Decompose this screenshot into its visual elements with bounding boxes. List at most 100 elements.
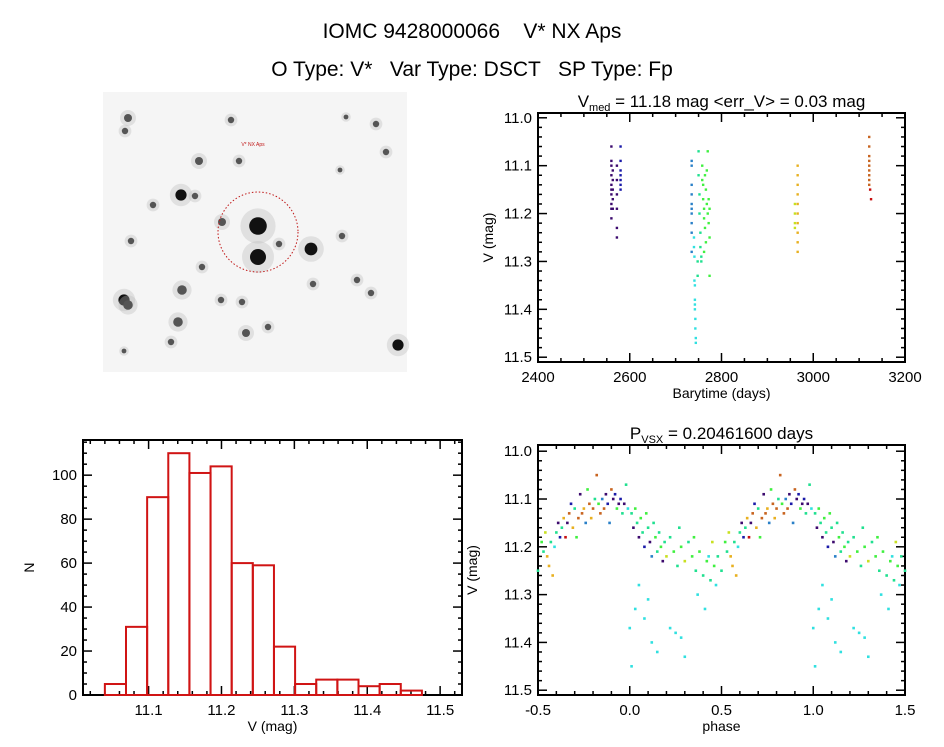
x-tick-label: 2600 (613, 369, 646, 386)
data-point (855, 550, 859, 553)
data-point (868, 169, 871, 172)
data-point (822, 516, 826, 520)
data-point (749, 521, 753, 525)
data-point (868, 135, 871, 139)
data-point (693, 255, 696, 258)
data-point (650, 555, 654, 558)
data-point (611, 169, 614, 172)
data-point (833, 555, 837, 558)
data-point (725, 550, 729, 553)
data-point (700, 260, 703, 263)
data-point (655, 550, 659, 553)
data-point (536, 569, 540, 573)
data-point (701, 574, 705, 577)
data-point (621, 512, 624, 515)
star (191, 192, 199, 200)
star (124, 114, 132, 122)
data-point (693, 284, 697, 287)
data-point (643, 617, 646, 620)
data-point (796, 241, 799, 244)
histogram-bar (294, 683, 318, 696)
data-point (694, 341, 698, 345)
target-label: V* NX Aps (241, 142, 265, 148)
data-point (615, 193, 619, 196)
star (250, 249, 266, 265)
data-point (704, 241, 708, 244)
data-point (852, 626, 855, 630)
data-point (837, 535, 841, 539)
data-point (890, 555, 894, 558)
data-point (690, 159, 693, 163)
data-point (813, 665, 817, 668)
data-point (702, 250, 706, 254)
data-point (580, 512, 584, 515)
data-point (701, 164, 704, 167)
star (309, 280, 317, 288)
data-point (733, 540, 736, 544)
data-point (839, 550, 843, 553)
data-point (707, 555, 710, 558)
data-point (714, 583, 718, 587)
star (238, 298, 246, 306)
data-point (700, 255, 703, 258)
data-point (701, 183, 705, 187)
data-point (868, 145, 871, 148)
y-tick-label: 100 (52, 467, 77, 484)
data-point (540, 540, 543, 544)
data-point (817, 507, 821, 510)
data-point (611, 188, 614, 191)
figure-subtitle: O Type: V* Var Type: DSCT SP Type: Fp (271, 58, 673, 81)
data-point (558, 535, 562, 539)
data-point (694, 336, 698, 340)
data-point (655, 650, 659, 654)
x-tick-label: 3200 (888, 369, 921, 386)
data-point (542, 550, 545, 553)
data-point (775, 507, 778, 510)
data-point (595, 473, 599, 477)
data-point (615, 226, 619, 230)
data-point (797, 492, 800, 496)
data-point (745, 516, 749, 520)
x-tick-label: 11.3 (280, 702, 308, 719)
data-point (564, 535, 567, 539)
data-point (569, 502, 573, 506)
y-tick-label: 11.2 (504, 206, 532, 223)
data-point (610, 193, 613, 196)
data-point (782, 512, 786, 515)
histogram-bar (230, 562, 254, 696)
y-tick-label: 80 (60, 511, 77, 528)
data-point (668, 626, 672, 630)
star (392, 339, 404, 351)
data-point (802, 497, 806, 501)
data-point (615, 164, 619, 167)
data-point (799, 507, 802, 510)
data-point (697, 174, 700, 177)
data-point (793, 488, 797, 491)
star (173, 317, 183, 327)
data-point (706, 150, 709, 153)
histogram-plot: 11.1 11.2 11.3 11.4 11.5 0 20 40 60 80 100 V (mag) N (21, 439, 463, 734)
data-point (868, 178, 871, 182)
data-point (796, 183, 799, 187)
data-point (690, 555, 694, 558)
data-point (703, 607, 707, 611)
data-point (690, 183, 693, 187)
data-point (692, 535, 696, 539)
data-point (824, 531, 828, 534)
data-point (841, 531, 844, 534)
x-tick-label: 1.0 (803, 702, 824, 719)
data-point (610, 207, 613, 210)
data-point (832, 540, 835, 544)
title-rest: = 0.20461600 days (663, 424, 813, 443)
data-point (602, 507, 606, 510)
x-tick-label: 3000 (797, 369, 830, 386)
star (353, 276, 361, 284)
data-point (699, 231, 702, 234)
star (227, 116, 235, 124)
star (217, 296, 225, 304)
x-tick-label: 2400 (521, 369, 554, 386)
data-point (702, 217, 706, 220)
data-point (753, 502, 756, 506)
data-point (889, 559, 892, 563)
